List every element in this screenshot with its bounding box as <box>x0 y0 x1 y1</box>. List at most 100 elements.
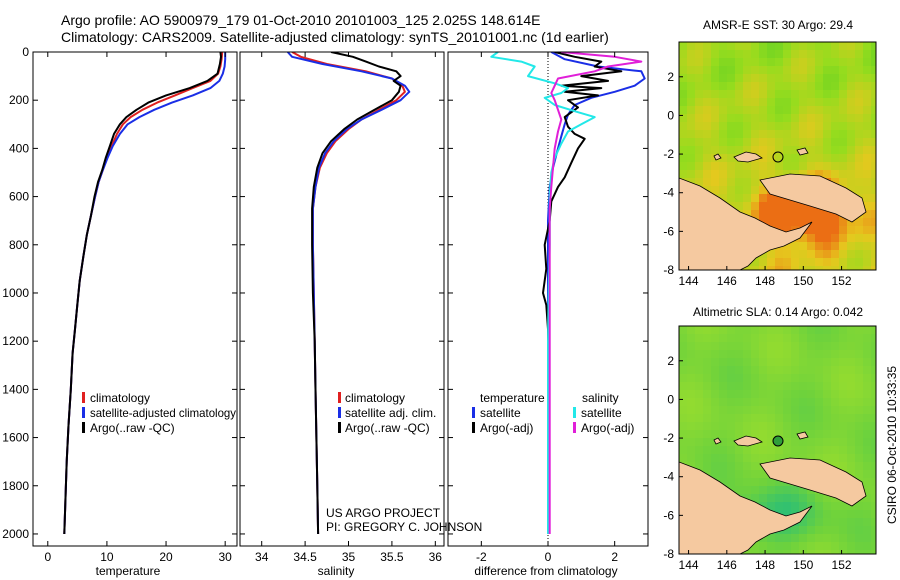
heatmap-cell <box>807 422 816 431</box>
heatmap-cell <box>871 382 876 391</box>
project-annotation: US ARGO PROJECT <box>326 506 441 520</box>
heatmap-cell <box>767 438 776 447</box>
heatmap-cell <box>855 502 864 511</box>
heatmap-cell <box>751 122 760 131</box>
heatmap-cell <box>823 234 832 243</box>
heatmap-cell <box>855 334 864 343</box>
heatmap-cell <box>847 162 856 171</box>
heatmap-cell <box>839 358 848 367</box>
heatmap-cell <box>783 266 792 270</box>
heatmap-cell <box>743 146 752 155</box>
heatmap-cell <box>735 98 744 107</box>
heatmap-cell <box>775 58 784 67</box>
temperature-x-label: temperature <box>96 564 161 578</box>
heatmap-cell <box>711 98 720 107</box>
heatmap-cell <box>783 42 792 51</box>
heatmap-cell <box>831 178 840 187</box>
heatmap-cell <box>815 50 824 59</box>
heatmap-cell <box>863 138 872 147</box>
heatmap-cell <box>767 486 776 495</box>
heatmap-cell <box>775 50 784 59</box>
heatmap-cell <box>751 162 760 171</box>
heatmap-cell <box>735 146 744 155</box>
heatmap-cell <box>695 366 704 375</box>
heatmap-cell <box>847 534 856 543</box>
heatmap-cell <box>855 122 864 131</box>
heatmap-cell <box>719 162 728 171</box>
heatmap-cell <box>823 250 832 259</box>
heatmap-cell <box>855 162 864 171</box>
heatmap-cell <box>863 510 872 519</box>
heatmap-cell <box>719 90 728 99</box>
heatmap-cell <box>687 98 696 107</box>
heatmap-cell <box>855 58 864 67</box>
heatmap-cell <box>767 74 776 83</box>
heatmap-cell <box>847 358 856 367</box>
heatmap-cell <box>695 334 704 343</box>
heatmap-cell <box>863 478 872 487</box>
temperature-lines <box>63 52 227 535</box>
heatmap-cell <box>719 74 728 83</box>
legend-swatch-satellite <box>82 407 85 418</box>
heatmap-cell <box>823 366 832 375</box>
heatmap-cell <box>831 162 840 171</box>
heatmap-cell <box>735 446 744 455</box>
heatmap-cell <box>727 478 736 487</box>
heatmap-cell <box>791 74 800 83</box>
heatmap-cell <box>751 486 760 495</box>
heatmap-cell <box>855 186 864 195</box>
difference-legend-salinity: salinity satellite Argo(-adj) <box>573 391 634 435</box>
heatmap-cell <box>711 162 720 171</box>
heatmap-cell <box>791 66 800 75</box>
heatmap-cell <box>775 486 784 495</box>
heatmap-cell <box>735 486 744 495</box>
heatmap-cell <box>695 446 704 455</box>
heatmap-cell <box>855 542 864 551</box>
heatmap-cell <box>743 382 752 391</box>
heatmap-cell <box>743 122 752 131</box>
heatmap-cell <box>751 422 760 431</box>
heatmap-cell <box>839 534 848 543</box>
y-tick-label: 400 <box>9 141 29 155</box>
heatmap-cell <box>751 398 760 407</box>
heatmap-cell <box>719 406 728 415</box>
heatmap-cell <box>743 66 752 75</box>
heatmap-cell <box>687 334 696 343</box>
heatmap-cell <box>743 162 752 171</box>
heatmap-cell <box>855 518 864 527</box>
heatmap-cell <box>863 98 872 107</box>
heatmap-cell <box>855 422 864 431</box>
heatmap-cell <box>703 462 712 471</box>
sla-land <box>679 431 867 554</box>
heatmap-cell <box>815 82 824 91</box>
heatmap-cell <box>791 342 800 351</box>
heatmap-cell <box>727 50 736 59</box>
heatmap-cell <box>687 146 696 155</box>
heatmap-cell <box>855 438 864 447</box>
heatmap-cell <box>727 82 736 91</box>
heatmap-cell <box>791 374 800 383</box>
salinity-panel: 34 34.5 35 35.5 36 salinity climatology sate… <box>239 51 482 578</box>
heatmap-cell <box>863 194 872 203</box>
heatmap-cell <box>719 446 728 455</box>
heatmap-cell <box>839 106 848 115</box>
heatmap-cell <box>727 66 736 75</box>
heatmap-cell <box>791 202 800 211</box>
heatmap-cell <box>815 430 824 439</box>
heatmap-cell <box>735 58 744 67</box>
heatmap-cell <box>751 390 760 399</box>
heatmap-cell <box>767 494 776 503</box>
heatmap-cell <box>711 350 720 359</box>
heatmap-cell <box>871 106 876 115</box>
heatmap-cell <box>863 170 872 179</box>
heatmap-cell <box>767 542 776 551</box>
heatmap-cell <box>839 374 848 383</box>
map-y-tick-label: -2 <box>663 431 674 445</box>
y-tick-label: 1600 <box>2 431 29 445</box>
heatmap-cell <box>823 114 832 123</box>
heatmap-cell <box>695 170 704 179</box>
heatmap-cell <box>791 114 800 123</box>
heatmap-cell <box>807 234 816 243</box>
heatmap-cell <box>751 542 760 551</box>
heatmap-cell <box>759 170 768 179</box>
